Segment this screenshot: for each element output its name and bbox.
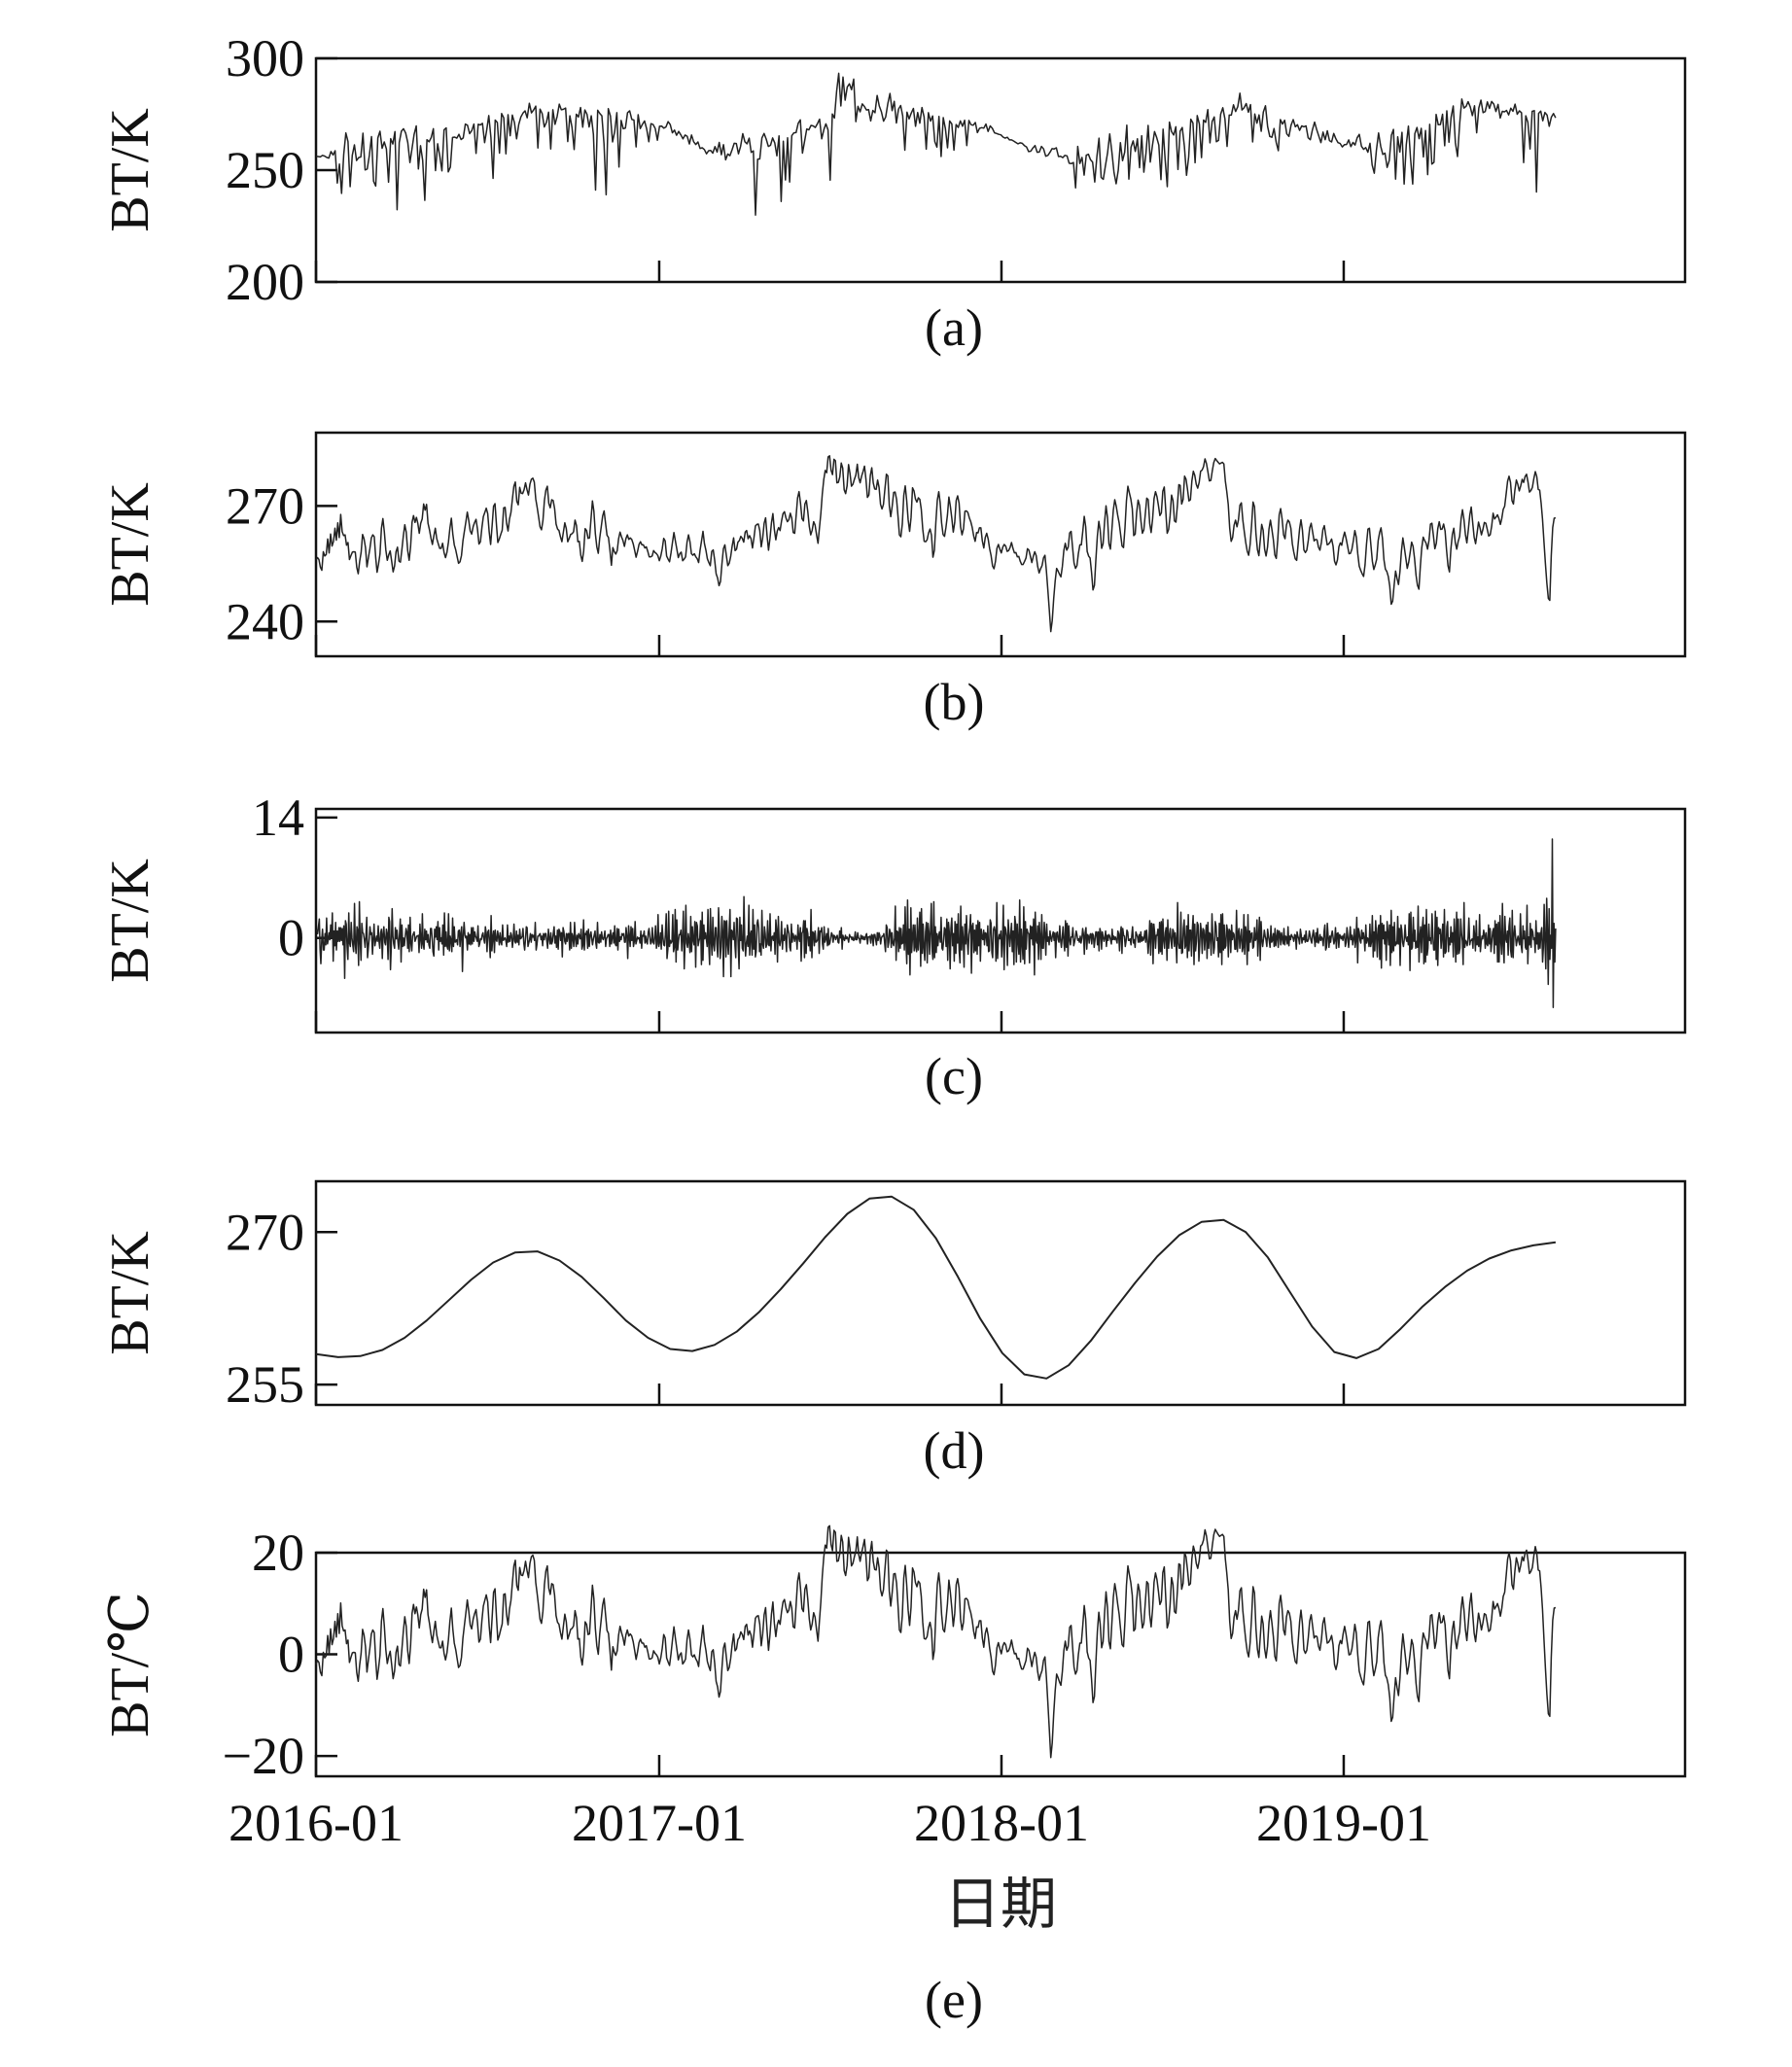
series-line-c bbox=[316, 838, 1557, 1009]
panel-d: 255 270 BT/K (d) bbox=[100, 1179, 1687, 1480]
panel-caption: (c) bbox=[925, 1047, 983, 1105]
plot-frame bbox=[314, 1179, 1687, 1407]
y-tick-label: 270 bbox=[226, 1203, 304, 1261]
panel-b: 240 270 BT/K (b) bbox=[100, 431, 1687, 731]
series-line-a bbox=[315, 72, 1557, 216]
panel-caption: (b) bbox=[924, 673, 985, 731]
y-tick-label: 240 bbox=[226, 592, 304, 650]
panel-c: 0 14 BT/K (c) bbox=[100, 788, 1687, 1105]
y-axis-label: BT/℃ bbox=[100, 1592, 160, 1737]
y-axis-label: BT/K bbox=[100, 1231, 160, 1355]
y-tick-label: −20 bbox=[223, 1727, 304, 1785]
plot-frame bbox=[314, 56, 1687, 284]
series-line-e bbox=[315, 1524, 1557, 1759]
x-tick-label: 2016-01 bbox=[228, 1794, 404, 1852]
x-tick-label: 2017-01 bbox=[572, 1794, 747, 1852]
y-tick-label: 270 bbox=[226, 476, 304, 535]
panel-caption: (a) bbox=[925, 298, 983, 357]
y-axis-label: BT/K bbox=[100, 858, 160, 983]
panel-a: 200 250 300 BT/K (a) bbox=[100, 29, 1687, 357]
panel-caption: (e) bbox=[925, 1971, 983, 2029]
y-axis-label: BT/K bbox=[100, 482, 160, 607]
series-line-b bbox=[315, 455, 1557, 633]
y-tick-label: 300 bbox=[226, 29, 304, 88]
x-axis-title: 日期 bbox=[944, 1871, 1057, 1937]
y-tick-label: 250 bbox=[226, 141, 304, 199]
plot-frame bbox=[314, 431, 1687, 658]
y-tick-label: 0 bbox=[278, 1626, 304, 1684]
y-axis-label: BT/K bbox=[100, 108, 160, 232]
x-tick-label: 2019-01 bbox=[1256, 1794, 1431, 1852]
series-line-d bbox=[315, 1195, 1557, 1380]
x-tick-label: 2018-01 bbox=[914, 1794, 1089, 1852]
y-tick-label: 0 bbox=[278, 909, 304, 967]
y-tick-label: 255 bbox=[226, 1355, 304, 1414]
y-tick-label: 200 bbox=[226, 253, 304, 311]
plot-frame bbox=[314, 1551, 1687, 1778]
panel-caption: (d) bbox=[924, 1421, 985, 1480]
y-tick-label: 14 bbox=[252, 788, 304, 847]
y-tick-label: 20 bbox=[252, 1524, 304, 1582]
panel-e: −20 0 20 BT/℃ 2016-01 2017-01 2018-01 2019-01 日期… bbox=[100, 1524, 1687, 2029]
